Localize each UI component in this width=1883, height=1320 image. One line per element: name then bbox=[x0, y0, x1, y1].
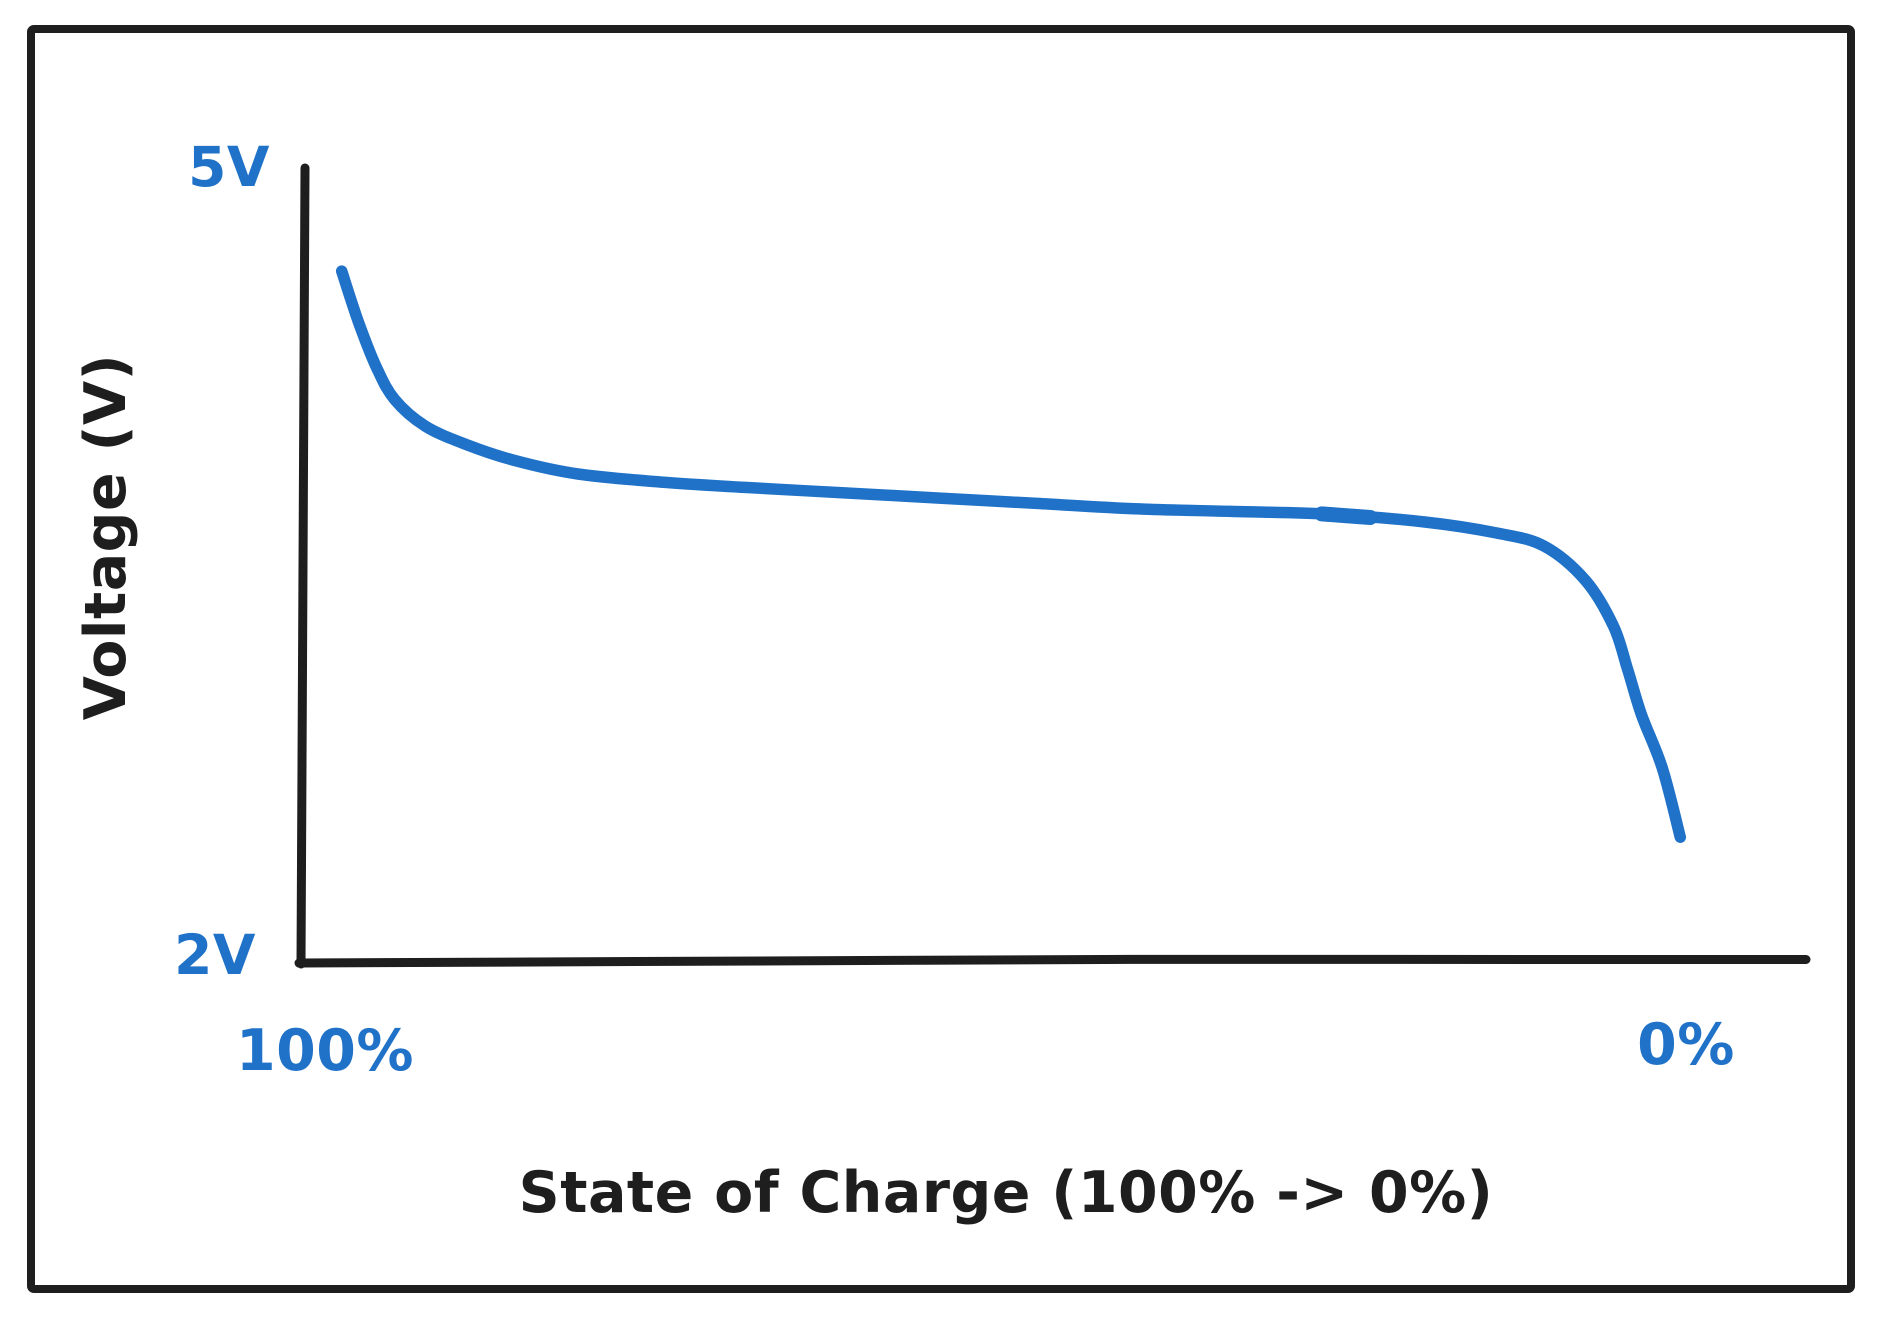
y-axis-max-label: 5V bbox=[188, 135, 270, 199]
y-axis-line bbox=[296, 163, 310, 969]
x-axis-line bbox=[294, 954, 1811, 968]
discharge-curve bbox=[335, 265, 1687, 843]
y-axis-min-label: 2V bbox=[174, 923, 256, 987]
outer-frame bbox=[27, 25, 1855, 1293]
x-axis-right-label: 0% bbox=[1637, 1012, 1735, 1078]
x-axis-title: State of Charge (100% -> 0%) bbox=[519, 1160, 1494, 1226]
x-axis-left-label: 100% bbox=[236, 1018, 414, 1084]
y-axis-title: Voltage (V) bbox=[73, 354, 139, 720]
